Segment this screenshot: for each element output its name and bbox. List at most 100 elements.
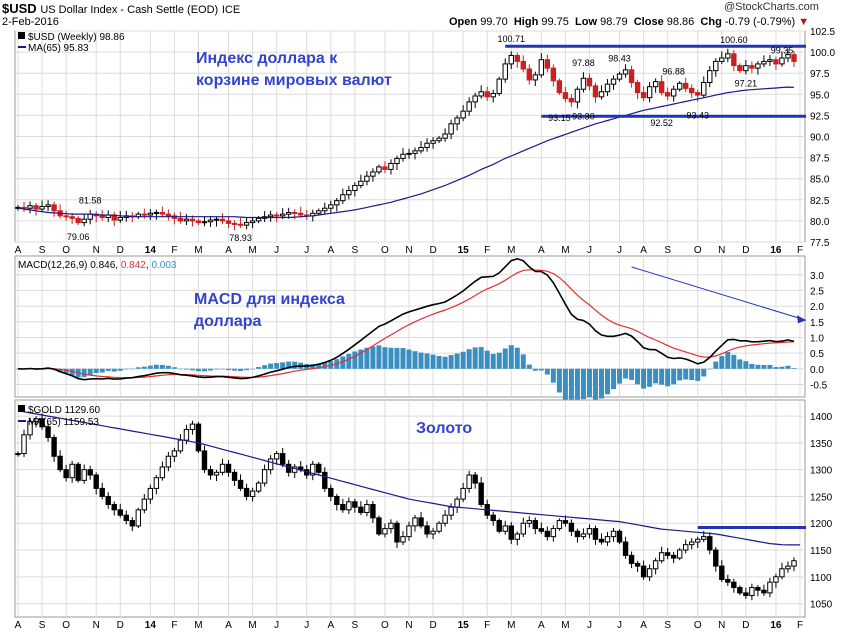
gold-candle-body <box>418 517 424 527</box>
gold-candle-body <box>436 522 442 532</box>
gold-x-tick-label: A <box>15 620 22 631</box>
usd-candle-body <box>502 63 508 80</box>
gold-x-tick-label: M <box>561 620 569 631</box>
usd-value-label: 99.35 <box>771 46 794 56</box>
usd-candle-body <box>683 82 689 89</box>
usd-candle-body <box>27 205 33 209</box>
gold-candle-body <box>779 568 785 578</box>
macd-y-tick-label: 3.0 <box>810 271 824 282</box>
usd-candle-body <box>400 153 406 159</box>
gold-candle-body <box>785 565 791 570</box>
usd-x-tick-label: 14 <box>145 245 157 256</box>
macd-histogram-bar <box>653 368 659 384</box>
symbol-description: US Dollar Index - Cash Settle (EOD) <box>40 4 219 16</box>
gold-candle-body <box>460 487 466 500</box>
usd-candle-body <box>658 81 665 94</box>
macd-histogram-bar <box>214 368 220 370</box>
usd-candle-body <box>526 68 533 81</box>
usd-candle-body <box>430 140 436 144</box>
gold-candle-body <box>87 469 93 476</box>
macd-histogram-bar <box>460 351 466 369</box>
gold-candle-body <box>556 520 563 530</box>
gold-candle-body <box>267 458 274 471</box>
usd-candle-body <box>370 171 376 177</box>
macd-histogram-bar <box>448 355 454 369</box>
macd-histogram-bar <box>466 349 472 369</box>
macd-histogram-bar <box>659 368 665 385</box>
macd-histogram-bar <box>81 368 87 378</box>
gold-x-tick-label: S <box>664 620 671 631</box>
macd-histogram-bar <box>592 368 598 400</box>
gold-candle-body <box>141 498 148 511</box>
macd-histogram-bar <box>238 368 244 372</box>
usd-candle-body <box>249 220 256 224</box>
macd-histogram-bar <box>725 352 731 369</box>
gold-candle-body <box>75 463 81 481</box>
usd-candle-body <box>598 91 605 98</box>
gold-candle-body <box>334 495 340 505</box>
usd-candle-body <box>322 207 328 212</box>
gold-x-tick-label: J <box>274 620 279 631</box>
macd-signal-line <box>18 269 795 379</box>
usd-candle-body <box>562 92 569 100</box>
open-value: 99.70 <box>480 16 508 28</box>
gold-legend-ma: MA(65) 1159.53 <box>28 417 99 428</box>
macd-histogram-bar <box>737 359 743 369</box>
usd-x-tick-label: F <box>171 245 177 256</box>
macd-histogram-bar <box>605 368 611 395</box>
macd-histogram-bar <box>611 368 617 390</box>
usd-x-tick-label: 16 <box>770 245 782 256</box>
usd-candle-body <box>737 65 743 72</box>
usd-candle-body <box>237 223 244 226</box>
macd-histogram-bar <box>406 349 412 369</box>
gold-candle-body <box>562 520 569 524</box>
usd-candle-body <box>586 77 593 87</box>
gold-x-tick-label: A <box>327 620 334 631</box>
gold-candle-body <box>640 565 647 578</box>
usd-legend-swatch <box>18 32 25 39</box>
usd-candle-body <box>165 213 172 217</box>
usd-y-tick-label: 85.0 <box>810 175 830 186</box>
gold-candle-body <box>255 482 262 492</box>
gold-candle-body <box>568 522 575 532</box>
usd-candle-body <box>219 218 226 222</box>
gold-candle-body <box>616 530 623 543</box>
gold-y-tick-label: 1300 <box>810 466 833 477</box>
macd-histogram-bar <box>695 368 701 381</box>
usd-candle-body <box>574 88 581 103</box>
macd-histogram-bar <box>568 368 574 407</box>
gold-candle-body <box>93 474 99 489</box>
macd-histogram-bar <box>244 368 250 371</box>
usd-x-tick-label: N <box>718 245 725 256</box>
gold-x-tick-label: S <box>352 620 359 631</box>
usd-candle-body <box>454 117 460 125</box>
usd-candle-body <box>436 137 442 142</box>
gold-x-tick-label: O <box>62 620 70 631</box>
macd-histogram-bar <box>153 364 159 369</box>
macd-histogram-bar <box>749 363 755 369</box>
gold-candle-body <box>135 509 142 527</box>
usd-y-tick-label: 80.0 <box>810 217 830 228</box>
usd-candle-body <box>21 206 27 209</box>
macd-histogram-bar <box>147 365 153 369</box>
macd-histogram-bar <box>731 354 737 369</box>
usd-value-label: 100.60 <box>720 35 748 45</box>
gold-candle-body <box>634 562 641 567</box>
usd-x-tick-label: A <box>640 245 647 256</box>
usd-candle-body <box>695 92 701 96</box>
usd-candle-body <box>358 180 364 186</box>
usd-candle-body <box>640 92 647 99</box>
usd-candle-body <box>81 218 87 224</box>
macd-histogram-bar <box>472 347 478 369</box>
usd-candle-body <box>69 216 75 219</box>
macd-histogram-bar <box>520 354 526 369</box>
gold-candle-body <box>177 439 184 452</box>
gold-x-tick-label: D <box>117 620 124 631</box>
gold-candle-body <box>249 490 256 497</box>
usd-candle-body <box>376 166 382 173</box>
usd-x-tick-label: N <box>93 245 100 256</box>
gold-candle-body <box>39 418 45 428</box>
usd-candle-body <box>634 81 641 94</box>
macd-y-tick-label: 0.5 <box>810 349 824 360</box>
